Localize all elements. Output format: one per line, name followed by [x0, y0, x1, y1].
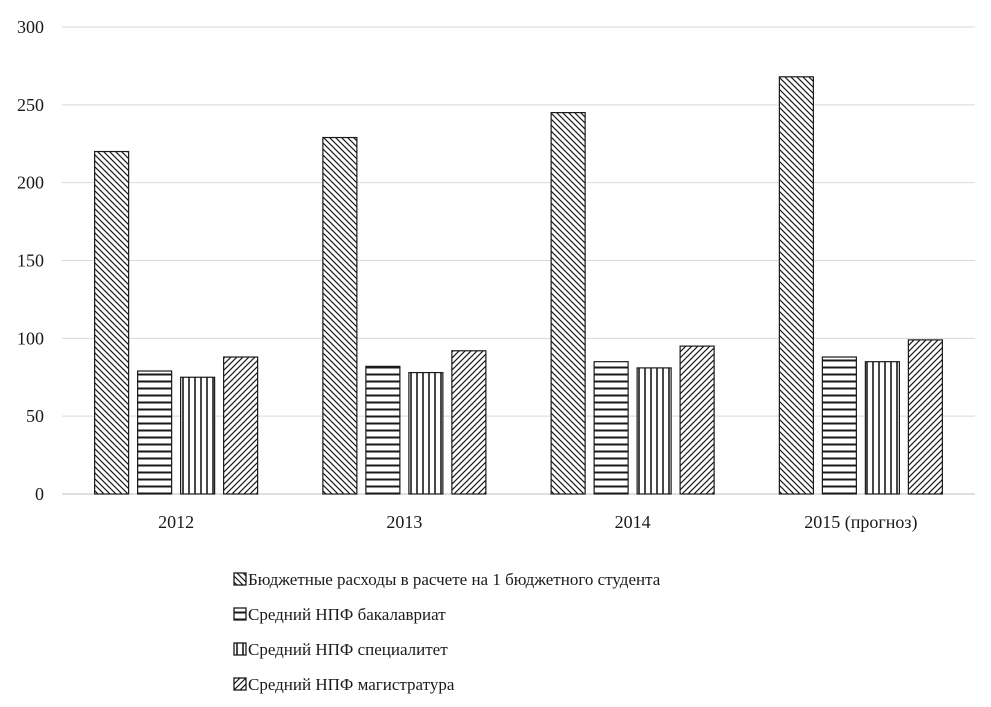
- bar: [821, 356, 857, 495]
- bar: [223, 356, 259, 495]
- bar: [322, 136, 358, 495]
- x-tick-label: 2013: [386, 512, 422, 532]
- bar: [864, 361, 900, 495]
- y-tick-label: 100: [17, 328, 44, 348]
- legend-swatch: [233, 572, 247, 586]
- y-axis-ticks: 0 50 100 150 200 250 300: [17, 17, 44, 504]
- bar: [365, 365, 401, 495]
- bars: [94, 76, 943, 495]
- legend-label: Средний НПФ бакалавриат: [248, 605, 446, 624]
- legend-item: Бюджетные расходы в расчете на 1 бюджетн…: [233, 570, 661, 589]
- y-tick-label: 150: [17, 251, 44, 271]
- y-tick-label: 200: [17, 173, 44, 193]
- legend-label: Бюджетные расходы в расчете на 1 бюджетн…: [248, 570, 661, 589]
- bar: [550, 112, 586, 495]
- x-tick-label: 2015 (прогноз): [804, 512, 917, 533]
- y-tick-label: 50: [26, 406, 44, 426]
- bar: [180, 376, 216, 495]
- x-tick-label: 2012: [158, 512, 194, 532]
- legend-label: Средний НПФ специалитет: [248, 640, 448, 659]
- bar: [94, 150, 130, 495]
- bar: [137, 370, 173, 495]
- bar: [408, 371, 444, 495]
- y-tick-label: 300: [17, 17, 44, 37]
- legend: Бюджетные расходы в расчете на 1 бюджетн…: [233, 570, 661, 694]
- legend-swatch: [233, 642, 247, 656]
- y-tick-label: 0: [35, 484, 44, 504]
- legend-item: Средний НПФ бакалавриат: [233, 605, 446, 624]
- bar: [636, 367, 672, 495]
- legend-label: Средний НПФ магистратура: [248, 675, 455, 694]
- legend-swatch: [233, 677, 247, 691]
- legend-item: Средний НПФ специалитет: [233, 640, 448, 659]
- bar: [778, 76, 814, 495]
- x-axis-ticks: 2012 2013 2014 2015 (прогноз): [158, 512, 917, 533]
- bar: [593, 361, 629, 495]
- x-tick-label: 2014: [615, 512, 651, 532]
- legend-swatch: [233, 607, 247, 621]
- bar: [451, 350, 487, 495]
- bar: [907, 339, 943, 495]
- y-tick-label: 250: [17, 95, 44, 115]
- bar: [679, 345, 715, 495]
- legend-item: Средний НПФ магистратура: [233, 675, 455, 694]
